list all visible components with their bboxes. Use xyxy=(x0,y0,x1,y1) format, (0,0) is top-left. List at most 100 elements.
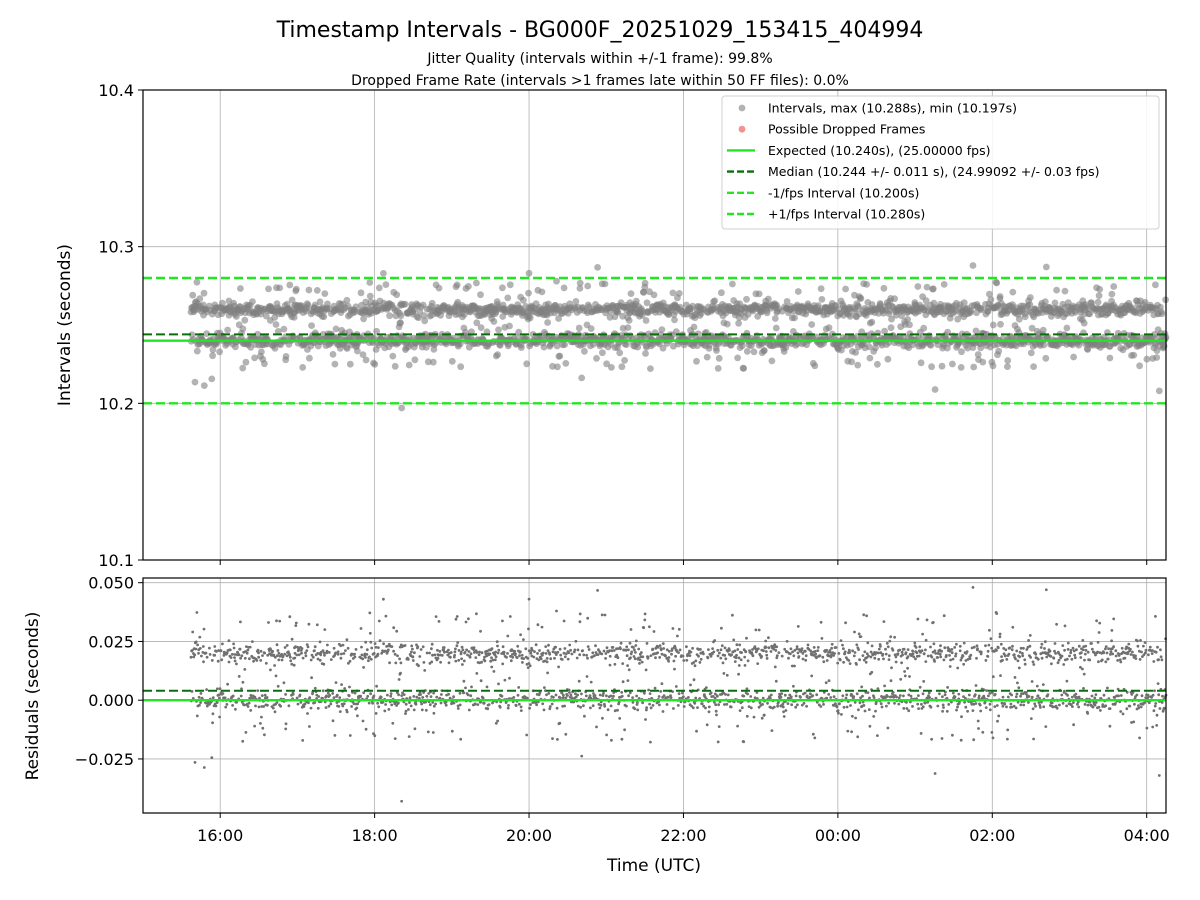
residual-point xyxy=(901,653,904,657)
residual-point xyxy=(528,664,532,668)
residual-point xyxy=(805,704,808,708)
interval-point xyxy=(618,363,626,371)
residual-point xyxy=(979,709,983,713)
residual-point xyxy=(886,695,889,698)
residual-point xyxy=(879,651,883,655)
residual-point xyxy=(662,647,666,650)
residual-point xyxy=(490,656,493,660)
interval-point xyxy=(627,290,635,297)
residual-point xyxy=(868,696,871,700)
residual-point xyxy=(717,725,721,728)
interval-point xyxy=(274,328,282,335)
interval-point xyxy=(715,354,723,362)
residual-point xyxy=(873,656,877,660)
residual-point xyxy=(702,652,705,656)
residual-point xyxy=(263,693,267,697)
residual-point xyxy=(704,706,707,710)
interval-point xyxy=(906,321,913,329)
residual-point xyxy=(478,650,481,654)
residual-point xyxy=(988,692,992,695)
interval-point xyxy=(977,344,985,352)
residual-point xyxy=(735,653,738,657)
residual-point xyxy=(412,695,416,698)
interval-point xyxy=(914,283,922,290)
residual-point xyxy=(243,668,247,671)
residual-point xyxy=(567,688,571,692)
residual-point xyxy=(348,659,352,663)
residual-point xyxy=(560,658,564,661)
residual-point xyxy=(555,609,558,613)
residual-point xyxy=(816,649,820,652)
residual-point xyxy=(271,649,274,653)
residual-point xyxy=(659,648,663,652)
residual-point xyxy=(959,658,963,662)
residual-point xyxy=(744,650,748,654)
interval-point xyxy=(647,365,654,372)
residual-point xyxy=(307,701,310,705)
residual-point xyxy=(239,694,243,698)
interval-point xyxy=(397,319,404,327)
residual-point xyxy=(227,639,231,643)
residual-point xyxy=(887,654,891,658)
interval-point xyxy=(1075,341,1083,349)
residual-point xyxy=(283,652,287,656)
residual-point xyxy=(702,704,706,708)
residual-point xyxy=(437,620,441,623)
residual-point xyxy=(733,660,737,663)
residual-point xyxy=(395,691,399,694)
residual-point xyxy=(370,646,374,650)
residual-point xyxy=(995,612,999,615)
interval-point xyxy=(391,362,399,370)
residual-point xyxy=(841,694,845,698)
residual-point xyxy=(671,627,675,630)
residual-point xyxy=(419,648,423,651)
residual-point xyxy=(257,705,261,709)
residual-point xyxy=(263,733,266,737)
residual-point xyxy=(400,694,404,697)
interval-point xyxy=(621,357,628,364)
residual-point xyxy=(347,694,351,698)
residual-point xyxy=(983,700,987,704)
residual-point xyxy=(1051,705,1055,709)
residual-point xyxy=(302,705,306,708)
residual-point xyxy=(800,703,804,707)
residual-point xyxy=(444,703,448,707)
residual-point xyxy=(392,649,395,653)
residual-point xyxy=(754,628,758,632)
residual-point xyxy=(954,652,958,656)
residual-point xyxy=(498,705,502,709)
residual-point xyxy=(906,655,910,659)
residual-point xyxy=(240,700,244,704)
residual-point xyxy=(999,674,1002,677)
residual-point xyxy=(372,652,376,655)
residual-point xyxy=(837,652,841,655)
residual-point xyxy=(969,653,973,657)
residual-point xyxy=(291,692,295,696)
residual-point xyxy=(914,646,918,649)
residual-point xyxy=(695,729,698,733)
residual-point xyxy=(266,653,270,657)
residual-point xyxy=(919,732,923,735)
residual-point xyxy=(913,641,917,645)
residual-point xyxy=(699,648,702,651)
residual-point xyxy=(837,711,840,715)
residual-point xyxy=(780,654,784,658)
residual-point xyxy=(644,668,648,672)
residual-point xyxy=(205,655,209,659)
residual-point xyxy=(643,618,647,622)
residual-point xyxy=(297,653,301,657)
residual-point xyxy=(382,642,385,646)
residual-point xyxy=(1058,703,1061,707)
residual-point xyxy=(1010,693,1013,697)
residual-point xyxy=(981,730,985,734)
residual-point xyxy=(950,648,954,651)
residual-point xyxy=(397,693,400,697)
interval-point xyxy=(898,312,905,320)
residual-point xyxy=(781,705,785,709)
interval-point xyxy=(972,327,980,335)
residual-point xyxy=(840,713,843,716)
residual-point xyxy=(342,652,346,655)
residual-point xyxy=(961,654,965,658)
residual-point xyxy=(796,651,800,655)
residual-point xyxy=(870,670,874,674)
